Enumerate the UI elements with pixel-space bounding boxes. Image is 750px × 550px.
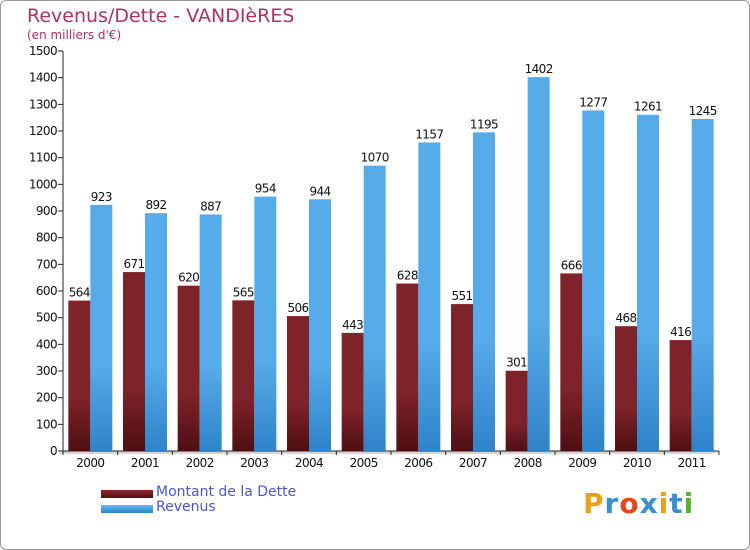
value-label-debt-2009: 666	[561, 258, 582, 272]
bar-debt-2004	[287, 316, 309, 451]
y-tick-label: 1400	[29, 71, 57, 85]
bar-debt-2009	[560, 273, 583, 451]
value-label-revenue-2009: 1277	[579, 95, 607, 109]
x-tick-label-2004: 2004	[295, 456, 323, 470]
value-label-debt-2004: 506	[287, 301, 308, 315]
x-tick-label-2000: 2000	[76, 456, 104, 470]
value-label-debt-2011: 416	[670, 325, 691, 339]
bar-revenue-2011	[691, 119, 714, 451]
value-label-revenue-2011: 1245	[689, 104, 717, 118]
value-label-revenue-2002: 887	[200, 199, 221, 213]
value-label-debt-2010: 468	[615, 311, 636, 325]
bar-debt-2010	[615, 326, 637, 451]
y-tick-label: 500	[36, 311, 57, 325]
x-tick-label-2009: 2009	[568, 456, 596, 470]
bar-revenue-2008	[527, 77, 550, 451]
brand-letter: o	[619, 487, 640, 520]
legend-label-revenue: Revenus	[156, 499, 216, 515]
value-label-revenue-2007: 1195	[470, 117, 498, 131]
bar-revenue-2010	[637, 114, 659, 451]
brand-letter: r	[604, 487, 620, 520]
y-tick-label: 400	[36, 337, 57, 351]
y-tick-label: 0	[50, 444, 57, 458]
brand-letter: P	[583, 487, 605, 520]
x-tick-label-2002: 2002	[186, 456, 214, 470]
value-label-revenue-2000: 923	[91, 190, 112, 204]
value-label-debt-2005: 443	[342, 318, 363, 332]
bar-debt-2005	[341, 332, 364, 451]
value-label-debt-2000: 564	[69, 286, 90, 300]
value-label-debt-2002: 620	[178, 271, 199, 285]
value-label-debt-2003: 565	[233, 285, 254, 299]
brand-letter: i	[658, 487, 670, 520]
brand-letter: x	[639, 487, 659, 520]
bar-revenue-2001	[145, 213, 167, 451]
bar-debt-2007	[451, 304, 473, 451]
y-tick-label: 600	[36, 284, 57, 298]
value-label-debt-2001: 671	[123, 257, 144, 271]
bar-debt-2008	[505, 370, 528, 451]
x-tick-label-2011: 2011	[678, 456, 706, 470]
value-label-revenue-2010: 1261	[634, 100, 662, 114]
bar-revenue-2004	[309, 199, 331, 451]
y-tick-label: 1000	[29, 177, 57, 191]
y-tick-label: 900	[36, 204, 57, 218]
y-tick-label: 700	[36, 257, 57, 271]
bar-revenue-2006	[418, 142, 441, 451]
x-tick-label-2010: 2010	[623, 456, 651, 470]
bar-revenue-2003	[254, 196, 277, 451]
x-tick-label-2003: 2003	[240, 456, 268, 470]
y-tick-label: 1100	[29, 151, 57, 165]
bar-revenue-2005	[363, 165, 386, 451]
value-label-revenue-2003: 954	[255, 182, 276, 196]
bar-revenue-2000	[90, 204, 113, 451]
y-tick-label: 1200	[29, 124, 57, 138]
value-label-debt-2007: 551	[451, 289, 472, 303]
y-tick-label: 200	[36, 391, 57, 405]
chart-subtitle: (en milliers d'€)	[27, 28, 122, 42]
x-tick-label-2006: 2006	[404, 456, 432, 470]
legend-label-debt: Montant de la Dette	[156, 484, 297, 500]
bar-debt-2003	[232, 300, 255, 451]
y-tick-label: 1300	[29, 97, 57, 111]
bar-debt-2001	[123, 272, 145, 451]
value-label-debt-2008: 301	[506, 356, 527, 370]
legend-swatch-revenue	[101, 505, 153, 513]
brand-letter: i	[683, 487, 695, 520]
x-tick-label-2005: 2005	[350, 456, 378, 470]
bar-debt-2006	[396, 283, 419, 451]
bar-debt-2000	[68, 300, 91, 451]
bar-debt-2011	[669, 340, 692, 451]
x-tick-label-2001: 2001	[131, 456, 159, 470]
y-tick-label: 300	[36, 364, 57, 378]
x-tick-label-2007: 2007	[459, 456, 487, 470]
bar-revenue-2009	[582, 110, 605, 451]
x-tick-label-2008: 2008	[514, 456, 542, 470]
y-tick-label: 100	[36, 417, 57, 431]
bar-debt-2002	[177, 285, 200, 451]
value-label-revenue-2004: 944	[309, 184, 330, 198]
brand-letter: t	[669, 487, 684, 520]
y-tick-label: 800	[36, 231, 57, 245]
bar-revenue-2002	[199, 214, 222, 451]
chart-floor	[57, 451, 719, 454]
bar-revenue-2007	[473, 132, 495, 452]
chart-title: Revenus/Dette - VANDIèRES	[27, 5, 295, 27]
legend-swatch-debt	[101, 490, 153, 498]
value-label-revenue-2008: 1402	[525, 62, 553, 76]
y-tick-label: 1500	[29, 44, 57, 58]
value-label-revenue-2005: 1070	[361, 151, 389, 165]
value-label-revenue-2001: 892	[145, 198, 166, 212]
brand-logo: Proxiti	[583, 487, 694, 520]
value-label-debt-2006: 628	[397, 269, 418, 283]
value-label-revenue-2006: 1157	[415, 127, 443, 141]
